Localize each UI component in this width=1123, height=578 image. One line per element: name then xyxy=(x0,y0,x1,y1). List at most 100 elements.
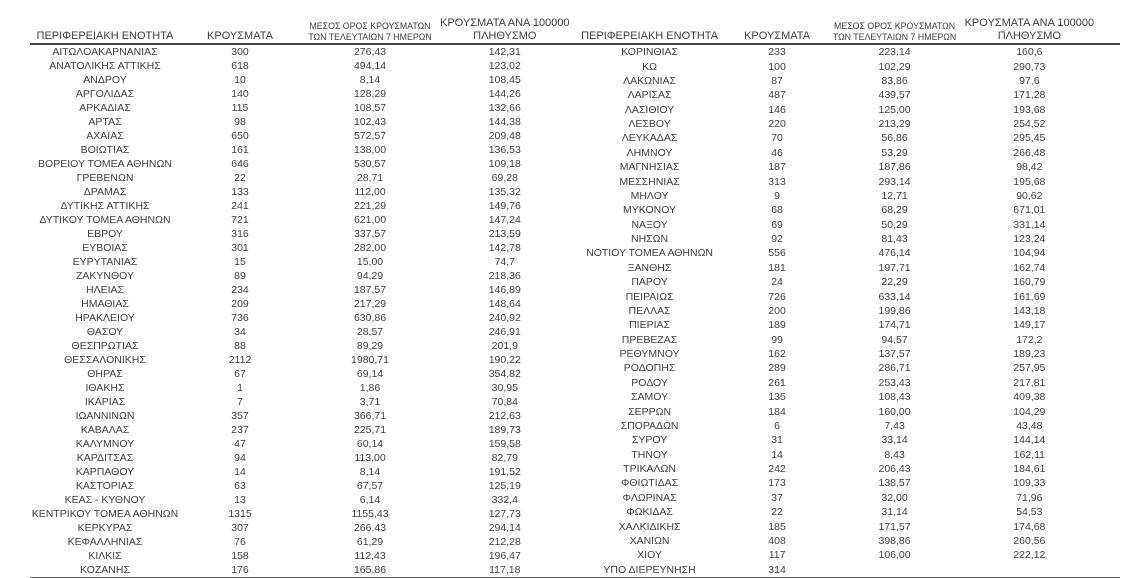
table-row: ΣΕΡΡΩΝ 184 160,00 104,29 xyxy=(570,404,1095,418)
col-header-label-line2: ΤΩΝ ΤΕΛΕΥΤΑΙΩΝ 7 ΗΜΕΡΩΝ xyxy=(832,31,957,42)
per-100k-cell: 149,76 xyxy=(488,200,521,212)
avg-7day-cell: 337,57 xyxy=(353,228,387,240)
avg-7day-cell: 28,57 xyxy=(356,326,384,338)
avg-7day-cell: 102,43 xyxy=(353,116,387,128)
table-row: ΜΗΛΟΥ 9 12,71 90,62 xyxy=(570,189,1095,203)
avg-7day-cell: 621,00 xyxy=(353,214,387,226)
avg-7day-cell: 22,29 xyxy=(881,276,908,289)
region-name-cell: ΠΕΙΡΑΙΩΣ xyxy=(625,290,674,303)
avg-7day-cell: 69,14 xyxy=(356,368,384,380)
region-name-cell: ΚΕΑΣ - ΚΥΘΝΟΥ xyxy=(64,494,146,506)
col-header-regional-unit: ΠΕΡΙΦΕΡΕΙΑΚΗ ΕΝΟΤΗΤΑ xyxy=(570,8,730,45)
cases-cell: 31 xyxy=(771,434,783,447)
avg-7day-cell: 398,86 xyxy=(878,534,911,547)
avg-7day-cell: 83,86 xyxy=(881,74,908,87)
region-name-cell: ΕΥΡΥΤΑΝΙΑΣ xyxy=(72,256,138,268)
cases-cell: 15 xyxy=(234,256,246,268)
cases-cell: 135 xyxy=(768,391,786,404)
region-name-cell: ΖΑΚΥΝΘΟΥ xyxy=(75,270,134,282)
region-name-cell: ΑΙΤΩΛΟΑΚΑΡΝΑΝΙΑΣ xyxy=(52,46,158,58)
cases-cell: 181 xyxy=(768,261,786,274)
region-name-cell: ΣΠΟΡΑΔΩΝ xyxy=(620,419,679,432)
avg-7day-cell: 282,00 xyxy=(353,242,387,254)
region-name-cell: ΘΗΡΑΣ xyxy=(87,368,123,380)
per-100k-cell: 74,7 xyxy=(494,256,515,268)
table-row: ΕΥΒΟΙΑΣ 301 282,00 142,78 xyxy=(30,241,570,255)
region-name-cell: ΦΘΙΩΤΙΔΑΣ xyxy=(620,477,679,490)
table-row: ΠΙΕΡΙΑΣ 189 174,71 149,17 xyxy=(570,318,1095,332)
per-100k-cell: 70,84 xyxy=(491,396,518,408)
per-100k-cell: 201,9 xyxy=(491,340,518,352)
avg-7day-cell: 137,57 xyxy=(878,348,911,361)
table-row: ΦΛΩΡΙΝΑΣ 37 32,00 71,96 xyxy=(570,491,1095,505)
avg-7day-cell: 3,71 xyxy=(359,396,381,408)
per-100k-cell: 159,58 xyxy=(488,438,521,450)
per-100k-cell: 331,14 xyxy=(1013,218,1046,231)
cases-cell: 146 xyxy=(768,103,786,116)
table-row: ΒΟΙΩΤΙΑΣ 161 138,00 136,53 xyxy=(30,143,570,157)
cases-cell: 70 xyxy=(771,132,783,145)
per-100k-cell: 354,82 xyxy=(488,368,521,380)
per-100k-cell: 69,28 xyxy=(491,172,518,184)
region-name-cell: ΚΕΡΚΥΡΑΣ xyxy=(77,522,133,534)
avg-7day-cell: 61,29 xyxy=(356,536,384,548)
per-100k-cell: 123,24 xyxy=(1013,233,1046,246)
avg-7day-cell: 94,29 xyxy=(356,270,384,282)
cases-cell: 14 xyxy=(234,466,246,478)
table-row: ΣΠΟΡΑΔΩΝ 6 7,43 43,48 xyxy=(570,419,1095,433)
per-100k-cell: 172,2 xyxy=(1016,333,1043,346)
cases-cell: 313 xyxy=(768,175,786,188)
table-row: ΞΑΝΘΗΣ 181 197,71 162,74 xyxy=(570,261,1095,275)
cases-cell: 487 xyxy=(768,89,786,102)
per-100k-cell: 409,38 xyxy=(1013,391,1046,404)
cases-cell: 92 xyxy=(771,233,783,246)
region-name-cell: ΘΕΣΣΑΛΟΝΙΚΗΣ xyxy=(64,354,146,366)
avg-7day-cell: 53,29 xyxy=(881,146,908,159)
avg-7day-cell: 1,86 xyxy=(359,382,381,394)
per-100k-cell: 213,59 xyxy=(488,228,521,240)
table-row: ΧΑΛΚΙΔΙΚΗΣ 185 171,57 174,68 xyxy=(570,519,1095,533)
table-row: ΗΜΑΘΙΑΣ 209 217,29 148,64 xyxy=(30,297,570,311)
avg-7day-cell: 197,71 xyxy=(878,261,911,274)
table-row: ΙΚΑΡΙΑΣ 7 3,71 70,84 xyxy=(30,395,570,409)
table-row: ΣΑΜΟΥ 135 108,43 409,38 xyxy=(570,390,1095,404)
avg-7day-cell: 102,29 xyxy=(878,60,911,73)
cases-cell: 162 xyxy=(768,348,786,361)
cases-cell: 233 xyxy=(768,46,786,59)
cases-cell: 261 xyxy=(768,376,786,389)
cases-cell: 87 xyxy=(771,74,783,87)
avg-7day-cell: 476,14 xyxy=(878,247,911,260)
avg-7day-cell: 106,00 xyxy=(878,549,911,562)
per-100k-cell: 266,48 xyxy=(1013,146,1046,159)
cases-cell: 184 xyxy=(768,405,786,418)
per-100k-cell: 132,66 xyxy=(488,102,521,114)
avg-7day-cell: 253,43 xyxy=(878,376,911,389)
region-name-cell: ΛΗΜΝΟΥ xyxy=(626,146,673,159)
cases-cell: 176 xyxy=(231,564,249,576)
cases-cell: 94 xyxy=(234,452,246,464)
regional-table-left: ΠΕΡΙΦΕΡΕΙΑΚΗ ΕΝΟΤΗΤΑ ΚΡΟΥΣΜΑΤΑ ΜΕΣΟΣ ΟΡΟ… xyxy=(30,8,570,577)
cases-cell: 117 xyxy=(768,549,786,562)
avg-7day-cell: 15,00 xyxy=(356,256,384,268)
table-row: ΚΑΒΑΛΑΣ 237 225,71 189,73 xyxy=(30,423,570,437)
per-100k-cell: 146,89 xyxy=(488,284,521,296)
region-name-cell: ΔΥΤΙΚΗΣ ΑΤΤΙΚΗΣ xyxy=(60,200,150,212)
region-name-cell: ΚΑΡΠΑΘΟΥ xyxy=(75,466,135,478)
per-100k-cell: 191,52 xyxy=(488,466,521,478)
avg-7day-cell: 160,00 xyxy=(878,405,911,418)
table-row: ΑΡΓΟΛΙΔΑΣ 140 128,29 144,26 xyxy=(30,87,570,101)
cases-cell: 200 xyxy=(768,304,786,317)
per-100k-cell: 54,53 xyxy=(1016,506,1043,519)
table-row: ΚΕΦΑΛΛΗΝΙΑΣ 76 61,29 212,28 xyxy=(30,535,570,549)
table-row: ΖΑΚΥΝΘΟΥ 89 94,29 218,36 xyxy=(30,269,570,283)
per-100k-cell: 217,81 xyxy=(1013,376,1046,389)
per-100k-cell: 144,14 xyxy=(1013,434,1046,447)
per-100k-cell: 43,48 xyxy=(1016,419,1043,432)
table-row: ΛΕΥΚΑΔΑΣ 70 56,86 295,45 xyxy=(570,131,1095,145)
region-name-cell: ΛΑΡΙΣΑΣ xyxy=(627,89,672,102)
cases-cell: 34 xyxy=(234,326,246,338)
cases-cell: 68 xyxy=(771,204,783,217)
cases-cell: 650 xyxy=(231,130,249,142)
region-name-cell: ΒΟΡΕΙΟΥ ΤΟΜΕΑ ΑΘΗΝΩΝ xyxy=(38,158,172,170)
region-name-cell: ΡΟΔΟΠΗΣ xyxy=(623,362,676,375)
